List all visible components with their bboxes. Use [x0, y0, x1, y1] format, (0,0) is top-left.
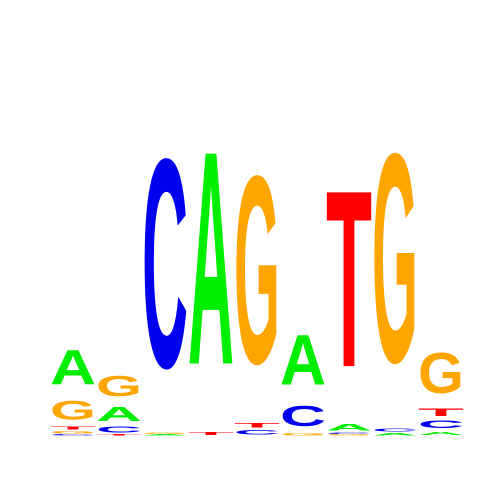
- letter-c: C: [50, 434, 96, 436]
- letter-t: T: [234, 422, 281, 429]
- letter-g: G: [326, 434, 372, 436]
- logo-position-5: CTG: [234, 121, 281, 436]
- letter-t: T: [188, 431, 234, 436]
- letter-a: A: [372, 432, 418, 436]
- logo-position-4: TA: [188, 87, 234, 436]
- letter-g: G: [234, 121, 280, 421]
- letter-c: C: [372, 427, 418, 432]
- letter-g: G: [50, 431, 96, 435]
- letter-g: G: [142, 432, 188, 434]
- letter-c: C: [280, 401, 326, 433]
- logo-position-3: AGC: [142, 96, 188, 436]
- letter-c: C: [96, 425, 142, 434]
- letter-a: A: [280, 321, 326, 400]
- letter-t: T: [96, 434, 142, 436]
- letter-c: C: [418, 418, 464, 430]
- letter-a: A: [326, 422, 372, 433]
- letter-t: T: [50, 425, 96, 430]
- letter-t: T: [326, 137, 372, 420]
- letter-g: G: [96, 370, 142, 402]
- logo-position-6: GCA: [280, 321, 326, 436]
- letter-g: G: [418, 342, 464, 406]
- letter-c: C: [326, 432, 372, 434]
- letter-a: A: [50, 340, 96, 395]
- letter-a: A: [142, 434, 188, 436]
- letter-a: A: [418, 431, 464, 436]
- letter-a: A: [96, 402, 142, 425]
- letter-a: A: [188, 87, 234, 429]
- letter-g: G: [280, 432, 326, 436]
- letter-c: C: [234, 429, 280, 436]
- letter-c: C: [142, 96, 188, 431]
- letter-g: G: [372, 91, 418, 425]
- letter-t: T: [418, 406, 464, 418]
- logo-position-8: ACG: [372, 91, 418, 436]
- letter-g: G: [50, 395, 96, 426]
